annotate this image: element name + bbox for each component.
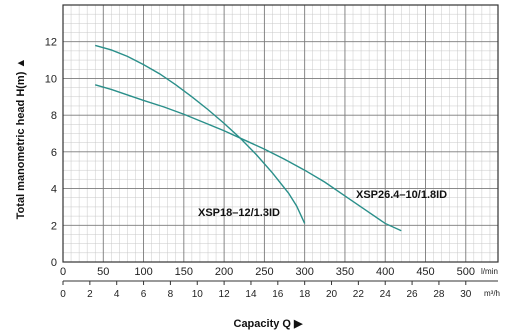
series-label: XSP26.4–10/1.8ID	[356, 189, 447, 201]
x-tick-label-m3h: 16	[272, 289, 284, 300]
x-tick-label-m3h: 20	[326, 289, 338, 300]
x-tick-label-lmin: 500	[457, 266, 475, 278]
x-tick-label-m3h: 10	[192, 289, 204, 300]
x-tick-label-m3h: 14	[245, 289, 257, 300]
series-line	[95, 44, 306, 224]
x-tick-label-m3h: 2	[87, 289, 93, 300]
x-tick-label-m3h: 6	[141, 289, 147, 300]
x-tick-label-lmin: 0	[60, 266, 66, 278]
x-tick-label-lmin: 400	[376, 266, 394, 278]
plot-border	[62, 4, 499, 263]
x-axis-title: Capacity Q ▶	[234, 318, 304, 330]
x-tick-label-lmin: 450	[416, 266, 434, 278]
y-tick-label: 4	[51, 184, 57, 196]
x-tick-label-m3h: 28	[433, 289, 445, 300]
y-tick-label: 2	[51, 220, 57, 232]
y-tick-label: 0	[51, 257, 57, 269]
x-tick-label-lmin: 50	[97, 266, 109, 278]
x-tick-label-m3h: 4	[114, 289, 120, 300]
x-tick-label-m3h: 30	[460, 289, 472, 300]
y-tick-label: 10	[45, 73, 57, 85]
x-tick-label-m3h: 22	[353, 289, 365, 300]
x-tick-label-m3h: 18	[299, 289, 311, 300]
x-tick-label-m3h: 0	[60, 289, 66, 300]
x-tick-label-lmin: 350	[336, 266, 354, 278]
y-tick-label: 12	[45, 37, 57, 49]
x-tick-label-lmin: 300	[295, 266, 313, 278]
x-unit-m3h: m³/h	[484, 289, 500, 298]
x-tick-label-lmin: 150	[175, 266, 193, 278]
x-tick-label-lmin: 200	[215, 266, 233, 278]
x-tick-label-lmin: 100	[134, 266, 152, 278]
y-axis-title: Total manometric head H(m) ▲	[15, 58, 27, 220]
series-line	[95, 84, 402, 232]
x-tick-label-m3h: 26	[407, 289, 419, 300]
series-label: XSP18–12/1.3ID	[198, 207, 280, 219]
x-unit-lmin: l/min	[481, 267, 498, 276]
y-tick-label: 8	[51, 110, 57, 122]
x-tick-label-m3h: 12	[219, 289, 231, 300]
y-tick-label: 6	[51, 147, 57, 159]
x-tick-label-m3h: 24	[380, 289, 392, 300]
x-tick-label-m3h: 8	[168, 289, 174, 300]
x-tick-label-lmin: 250	[255, 266, 273, 278]
